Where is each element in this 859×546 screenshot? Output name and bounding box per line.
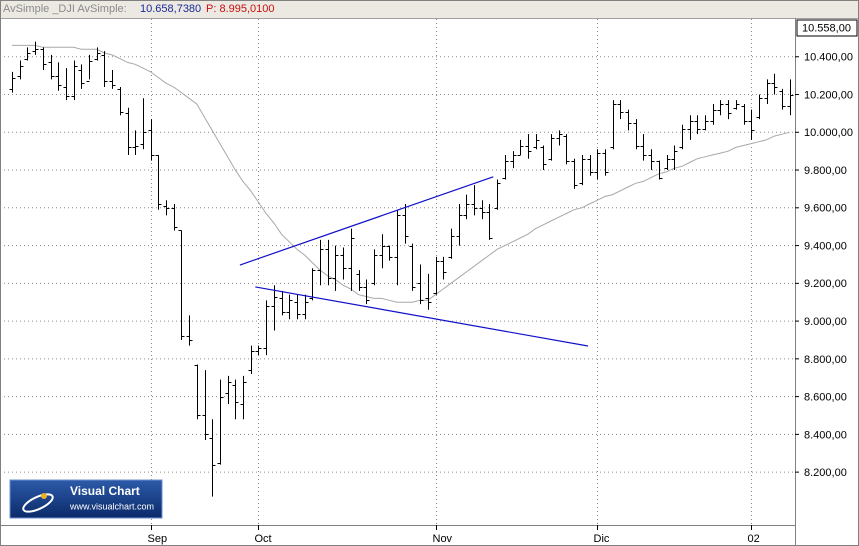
header-value: 10.658,7380 [140,3,201,15]
watermark-box [9,479,163,519]
y-tick-label: 9.000,00 [804,316,847,328]
watermark-logo [22,493,54,513]
x-tick-label: Sep [148,533,168,545]
x-tick-label: 02 [748,533,760,545]
y-tick-label: 8.800,00 [804,354,847,366]
y-tick-label: 9.200,00 [804,278,847,290]
price-tag-text: 10.558,00 [802,22,851,34]
header-name: AvSimple _DJI AvSimple: [3,3,127,15]
y-tick-label: 8.600,00 [804,392,847,404]
header-bar [0,0,859,18]
y-tick-label: 9.600,00 [804,203,847,215]
trend-line [239,176,494,266]
header-price: P: 8.995,0100 [206,3,275,15]
watermark-title: Visual Chart [70,484,140,498]
trend-line [255,286,589,347]
y-tick-label: 8.200,00 [804,467,847,479]
y-tick-label: 10.200,00 [804,89,853,101]
watermark-url: www.visualchart.com [69,501,154,511]
plot-area: 8.200,00 8.400,00 8.600,00 8.800,00 9.000,00… [0,19,853,545]
x-tick-label: Dic [594,533,610,545]
y-tick-label: 10.400,00 [804,52,853,64]
watermark: Visual Chart www.visualchart.com [9,479,163,519]
y-tick-label: 8.400,00 [804,429,847,441]
price-tag: 10.558,00 [796,19,858,37]
moving-average [12,44,790,303]
watermark-logo-dot [41,493,47,499]
x-tick-label: Nov [433,533,453,545]
y-tick-label: 9.400,00 [804,240,847,252]
price-tag-box [796,19,858,37]
y-tick-label: 9.800,00 [804,165,847,177]
y-tick-label: 10.000,00 [804,127,853,139]
x-tick-label: Oct [255,533,272,545]
